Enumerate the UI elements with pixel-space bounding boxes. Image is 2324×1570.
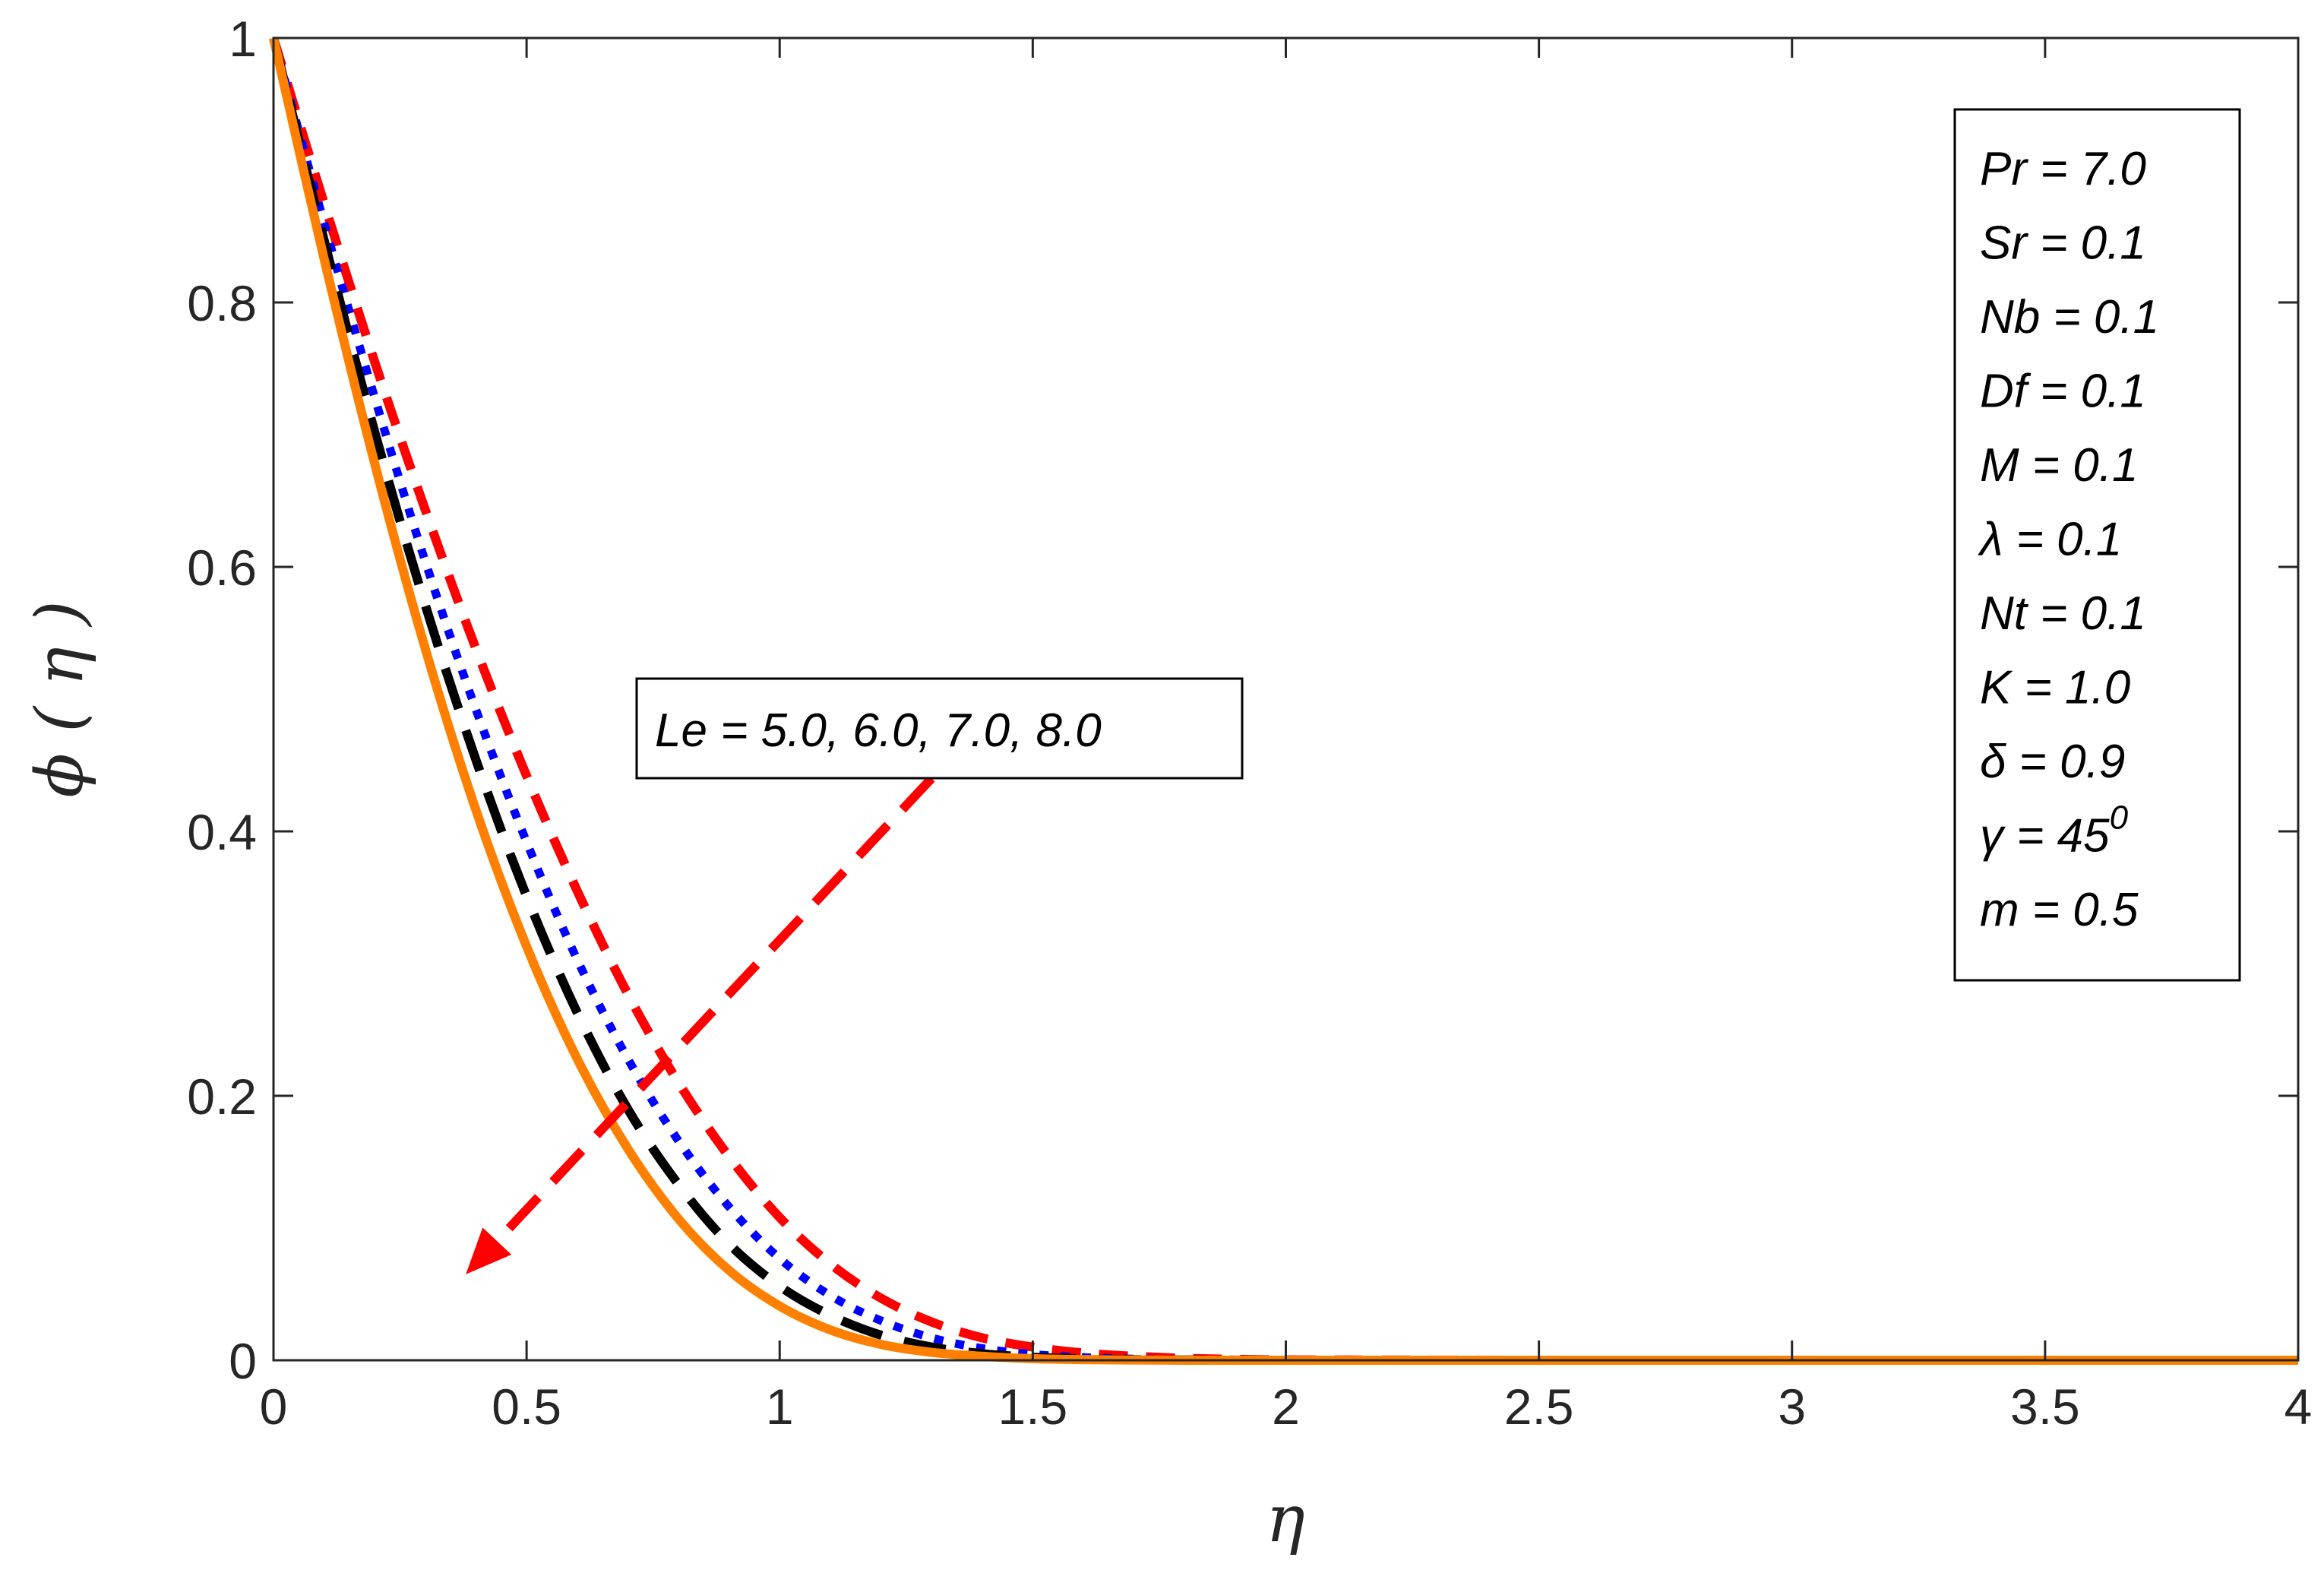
parameter-line: Nb = 0.1	[1980, 291, 2159, 343]
annotation-text: Le = 5.0, 6.0, 7.0, 8.0	[655, 704, 1102, 757]
parameter-line: Pr = 7.0	[1980, 143, 2146, 195]
parameter-list: Pr = 7.0 Sr = 0.1 Nb = 0.1 Df = 0.1 M = 0.1 λ…	[1978, 143, 2159, 936]
axis-ticks: 0 0.5 1 1.5 2 2.5 3 3.5 4 0 0.2 0.4 0.6 0.8 1	[187, 11, 2312, 1435]
parameter-line: m = 0.5	[1980, 884, 2139, 936]
x-tick-label: 0	[260, 1378, 288, 1435]
y-tick-label: 0.2	[187, 1068, 257, 1125]
x-tick-label: 2.5	[1504, 1378, 1574, 1435]
gamma-superscript: 0	[2110, 799, 2129, 837]
x-tick-label: 1.5	[998, 1378, 1068, 1435]
y-tick-label: 0	[229, 1333, 257, 1389]
y-tick-label: 0.4	[187, 804, 257, 860]
parameter-line: M = 0.1	[1980, 439, 2139, 492]
parameter-line: δ = 0.9	[1980, 736, 2125, 788]
annotation-arrow-shaft	[493, 775, 935, 1245]
x-tick-label: 0.5	[492, 1378, 561, 1435]
annotation-arrow	[466, 775, 935, 1274]
x-tick-label: 3	[1778, 1378, 1806, 1435]
annotation-box-frame	[635, 677, 1244, 780]
x-tick-label: 3.5	[2010, 1378, 2080, 1435]
x-tick-label: 2	[1272, 1378, 1300, 1435]
parameter-line: λ = 0.1	[1978, 514, 2122, 566]
annotation-arrow-head	[466, 1227, 512, 1274]
x-tick-label: 4	[2284, 1378, 2313, 1435]
x-axis-label: η	[1266, 1481, 1305, 1557]
parameter-line: Sr = 0.1	[1980, 217, 2146, 270]
y-tick-label: 1	[229, 11, 257, 67]
parameter-line: K = 1.0	[1980, 662, 2130, 714]
annotation-box: Le = 5.0, 6.0, 7.0, 8.0	[635, 677, 1244, 780]
parameter-line: Df = 0.1	[1980, 366, 2146, 418]
y-tick-label: 0.6	[187, 540, 257, 596]
y-tick-label: 0.8	[187, 275, 257, 331]
x-tick-label: 1	[766, 1378, 794, 1435]
parameter-line: γ = 450	[1980, 799, 2129, 863]
parameter-line: Nt = 0.1	[1980, 587, 2146, 640]
parameter-box-frame	[1953, 108, 2241, 982]
y-axis-label: ϕ ( η )	[22, 600, 98, 797]
parameter-box: Pr = 7.0 Sr = 0.1 Nb = 0.1 Df = 0.1 M = 0.1 λ…	[1953, 108, 2241, 982]
